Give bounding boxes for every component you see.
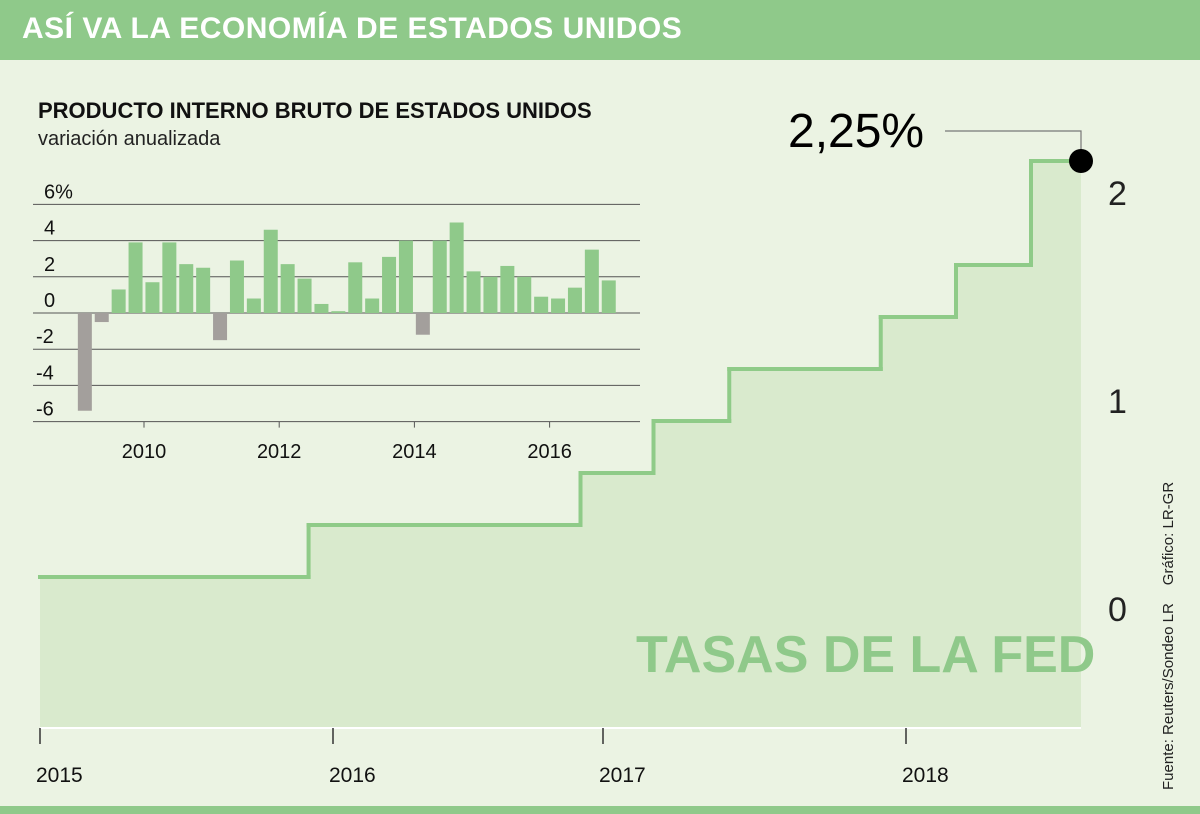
gdp-y-tick-label: 0 [44, 290, 55, 312]
gdp-bar [314, 303, 329, 313]
gdp-bar [196, 267, 211, 313]
gdp-y-tick-label: 2 [44, 254, 55, 276]
gdp-x-tick-label: 2010 [122, 441, 167, 463]
gdp-bar [229, 260, 244, 313]
gdp-bar [331, 311, 346, 313]
fed-rate-annotation: 2,25% [788, 105, 925, 158]
fed-chart-title: TASAS DE LA FED [636, 626, 1096, 684]
gdp-bar [601, 280, 616, 313]
gdp-bar [297, 278, 312, 313]
gdp-bar [398, 240, 413, 313]
annotation-leader-line [945, 130, 1082, 161]
gdp-y-tick-label: -4 [36, 362, 54, 384]
gdp-bar [584, 249, 599, 313]
gdp-bar [551, 298, 566, 313]
fed-y-tick-label: 1 [1108, 383, 1127, 421]
graphic-credit: Gráfico: LR-GR [1160, 481, 1177, 586]
latest-rate-dot [1069, 149, 1093, 173]
fed-x-tick-label: 2017 [599, 764, 646, 787]
gdp-bar [213, 313, 228, 341]
gdp-chart-subtitle: variación anualizada [38, 128, 221, 150]
fed-x-tick-label: 2015 [36, 764, 83, 787]
gdp-bar [466, 271, 481, 313]
gdp-bar [179, 264, 194, 313]
gdp-chart-title: PRODUCTO INTERNO BRUTO DE ESTADOS UNIDOS [38, 98, 592, 123]
gdp-bar [348, 262, 363, 313]
gdp-y-tick-label: 4 [44, 218, 55, 240]
gdp-bar [500, 265, 515, 313]
gdp-bar [128, 242, 143, 313]
fed-x-tick-label: 2018 [902, 764, 949, 787]
gdp-y-tick-label: 6% [44, 181, 73, 203]
header-band: ASÍ VA LA ECONOMÍA DE ESTADOS UNIDOS [0, 0, 1200, 60]
gdp-bar [94, 313, 109, 323]
gdp-y-tick-label: -2 [36, 326, 54, 348]
gdp-bar [162, 242, 177, 313]
gdp-bar [77, 313, 92, 411]
gdp-bar [246, 298, 261, 313]
gdp-x-tick-label: 2016 [527, 441, 572, 463]
gdp-bar [567, 287, 582, 313]
gdp-bar [415, 313, 430, 335]
gdp-y-tick-label: -6 [36, 399, 54, 421]
fed-area [40, 161, 1081, 728]
fed-y-tick-label: 0 [1108, 591, 1127, 629]
source-credits: Fuente: Reuters/Sondeo LR Gráfico: LR-GR [1160, 464, 1177, 790]
gdp-bar [534, 296, 549, 313]
page-title: ASÍ VA LA ECONOMÍA DE ESTADOS UNIDOS [22, 12, 683, 45]
fed-x-tick-label: 2016 [329, 764, 376, 787]
gdp-bar [382, 256, 397, 313]
gdp-x-tick-label: 2012 [257, 441, 302, 463]
gdp-bar [263, 229, 278, 313]
gdp-bar [517, 276, 532, 313]
gdp-bar [145, 282, 160, 313]
gdp-bar [432, 240, 447, 313]
gdp-bar [111, 289, 126, 313]
bottom-band [0, 806, 1200, 814]
gdp-bar [280, 264, 295, 313]
fed-y-tick-label: 2 [1108, 175, 1127, 213]
gdp-x-tick-label: 2014 [392, 441, 437, 463]
gdp-bar [449, 222, 464, 313]
gdp-bar [483, 276, 498, 313]
gdp-bar [365, 298, 380, 313]
source-text: Fuente: Reuters/Sondeo LR [1160, 603, 1177, 790]
